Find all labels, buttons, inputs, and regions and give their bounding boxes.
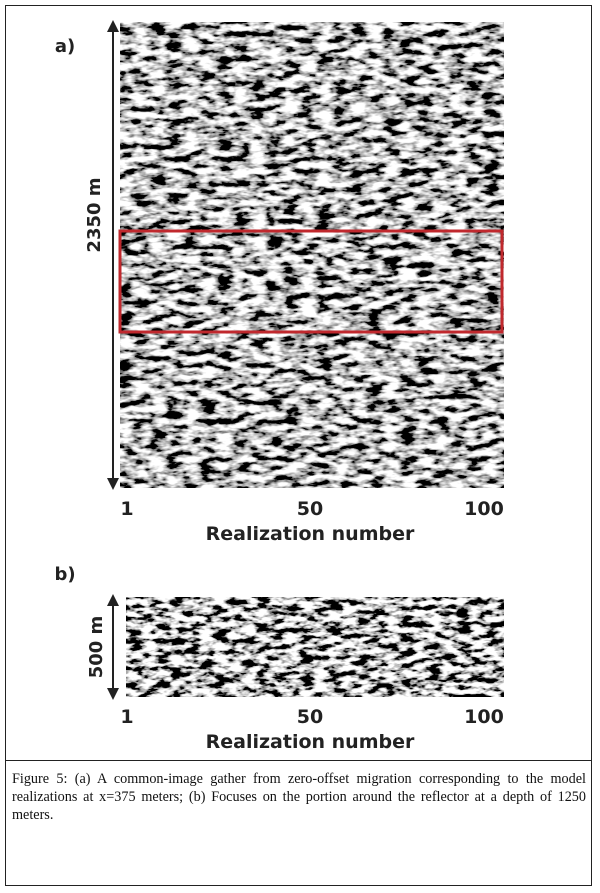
panel-label: a) <box>55 36 75 57</box>
caption-rule <box>5 760 592 761</box>
tick-label: 50 <box>297 498 323 520</box>
axis-label: Realization number <box>206 731 415 753</box>
gather-image <box>120 22 504 488</box>
tick-label: 1 <box>120 498 133 520</box>
caption: Figure 5: (a) A common-image gather from… <box>12 771 586 823</box>
axis-label: Realization number <box>206 523 415 545</box>
figure-frame <box>5 5 592 886</box>
tick-label: 100 <box>464 498 504 520</box>
gather-image <box>126 597 504 697</box>
panel-label: b) <box>54 564 75 585</box>
figure: a) 2350 m 1 50 100 Realization number b)… <box>54 20 504 753</box>
tick-label: 100 <box>464 706 504 728</box>
focus-box <box>118 229 504 334</box>
depth-label: 500 m <box>86 616 107 679</box>
depth-label: 2350 m <box>84 177 105 252</box>
tick-label: 1 <box>120 706 133 728</box>
tick-label: 50 <box>297 706 323 728</box>
